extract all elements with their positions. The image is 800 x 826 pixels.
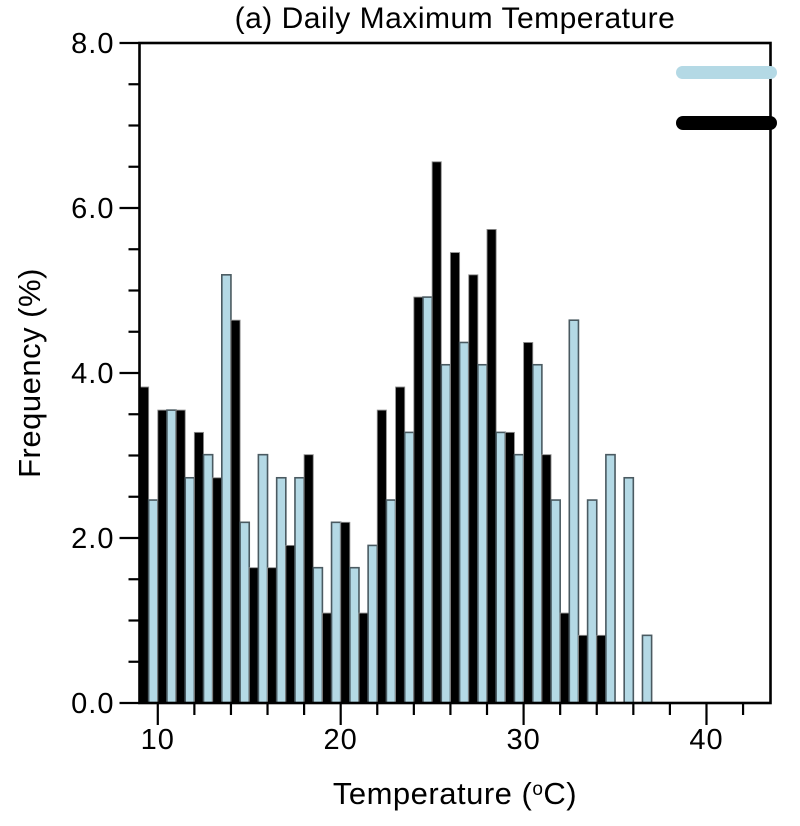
bar-blue-34-35	[605, 453, 616, 704]
x-axis-title-unit: C)	[543, 776, 578, 811]
bar-blue-18-19	[312, 566, 324, 704]
bar-black-31-32	[541, 454, 552, 704]
bar-black-29-30	[504, 431, 515, 704]
bar-black-34-35	[596, 634, 607, 704]
bar-black-19-20	[321, 612, 332, 704]
bar-black-11-12	[175, 409, 186, 704]
bar-blue-32-33	[568, 319, 580, 704]
bar-black-24-25	[413, 296, 424, 704]
bar-black-14-15	[230, 319, 241, 704]
x-axis-title-main: Temperature (	[332, 776, 533, 811]
bar-black-22-23	[376, 409, 387, 704]
bar-blue-10-11	[166, 409, 177, 704]
bar-black-21-22	[358, 612, 369, 704]
legend	[676, 66, 777, 130]
bars-group	[139, 161, 653, 704]
bar-blue-13-14	[221, 274, 232, 704]
x-tick-label-30: 30	[506, 724, 540, 756]
bar-black-15-16	[248, 567, 259, 704]
bar-black-28-29	[486, 228, 497, 704]
bar-black-16-17	[267, 567, 278, 704]
degree-superscript: o	[532, 779, 544, 800]
x-tick-label-10: 10	[141, 724, 175, 756]
bar-blue-9-10	[147, 499, 159, 704]
bar-black-25-26	[431, 161, 442, 704]
bar-black-20-21	[340, 521, 351, 704]
legend-black-swatch	[676, 116, 777, 130]
bar-blue-23-24	[403, 431, 415, 704]
bar-blue-33-34	[586, 499, 598, 704]
legend-light-blue-swatch	[676, 66, 777, 79]
bar-black-13-14	[212, 477, 223, 704]
y-tick-labels: 0.0 2.0 4.0 6.0 8.0	[71, 28, 114, 720]
bar-blue-16-17	[275, 476, 287, 704]
bar-blue-22-23	[385, 499, 397, 704]
bar-blue-15-16	[257, 453, 269, 704]
bar-blue-29-30	[513, 453, 525, 704]
bar-black-12-13	[193, 431, 204, 704]
bar-blue-27-28	[477, 363, 488, 704]
bar-black-23-24	[395, 386, 406, 704]
bar-black-32-33	[559, 612, 570, 704]
bar-black-26-27	[449, 252, 461, 704]
bar-blue-12-13	[202, 453, 214, 704]
bar-black-30-31	[523, 342, 534, 704]
bar-blue-11-12	[184, 476, 196, 704]
axis-ticks	[119, 41, 745, 725]
bar-blue-17-18	[294, 476, 305, 704]
x-tick-label-20: 20	[324, 724, 358, 756]
bar-blue-14-15	[239, 521, 251, 704]
bar-blue-20-21	[349, 566, 360, 704]
bar-blue-30-31	[531, 363, 543, 704]
y-tick-label-6.0: 6.0	[71, 193, 114, 225]
y-tick-label-4.0: 4.0	[71, 358, 114, 390]
bar-blue-35-36	[623, 476, 635, 704]
bar-blue-21-22	[367, 544, 379, 704]
bar-black-33-34	[578, 634, 589, 704]
x-tick-label-40: 40	[689, 724, 723, 756]
x-tick-labels: 10 20 30 40	[141, 724, 723, 756]
y-tick-label-2.0: 2.0	[71, 523, 114, 555]
chart-title: (a) Daily Maximum Temperature	[234, 2, 676, 35]
bar-black-10-11	[157, 409, 168, 704]
bar-black-17-18	[285, 544, 296, 704]
bar-black-18-19	[303, 454, 314, 704]
bar-black-9-10	[139, 386, 150, 704]
bar-blue-26-27	[458, 341, 470, 704]
bar-blue-31-32	[550, 499, 561, 704]
bar-blue-36-37	[641, 634, 653, 704]
y-tick-label-0.0: 0.0	[71, 688, 114, 720]
x-axis-title: Temperature (oC)	[140, 776, 770, 812]
bar-blue-28-29	[495, 431, 507, 704]
bar-blue-24-25	[422, 296, 433, 704]
bar-blue-25-26	[440, 363, 452, 704]
y-tick-label-8.0: 8.0	[71, 28, 114, 60]
bar-blue-19-20	[330, 521, 342, 704]
bar-black-27-28	[468, 274, 479, 704]
